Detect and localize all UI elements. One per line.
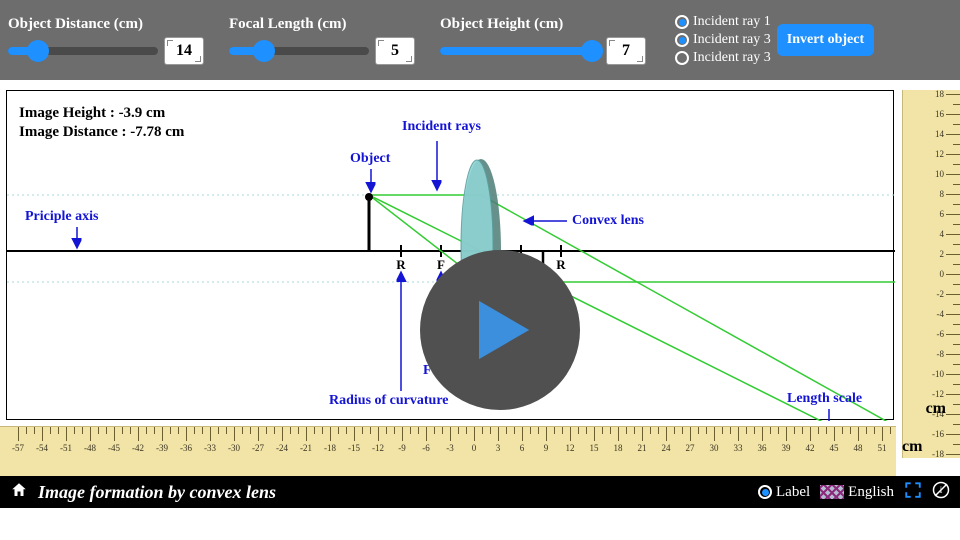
ray1-radio[interactable] xyxy=(675,15,689,29)
fullscreen-icon[interactable] xyxy=(904,481,922,504)
object-height-slider[interactable] xyxy=(440,47,600,55)
object-height-label: Object Height (cm) xyxy=(440,16,665,33)
uk-flag-icon xyxy=(820,485,844,499)
convex-lens-label: Convex lens xyxy=(572,213,644,229)
label-toggle-text: Label xyxy=(776,484,810,501)
footer-title: Image formation by convex lens xyxy=(38,482,748,503)
ray2-radio[interactable] xyxy=(675,33,689,47)
play-icon xyxy=(465,295,535,365)
length-scale-label: Length scale xyxy=(787,391,862,407)
focal-length-slider[interactable] xyxy=(229,47,369,55)
svg-text:i: i xyxy=(940,485,943,495)
object-distance-value[interactable]: 14 xyxy=(164,37,204,65)
ray1-label: Incident ray 1 xyxy=(693,14,771,30)
v-ruler-unit: cm xyxy=(926,400,946,418)
ray3-radio[interactable] xyxy=(675,51,689,65)
image-height-readout: Image Height : -3.9 cm xyxy=(19,105,184,122)
readout: Image Height : -3.9 cm Image Distance : … xyxy=(19,105,184,143)
object-height-group: Object Height (cm) 7 xyxy=(440,16,665,65)
F1-tick-label: F xyxy=(437,257,445,272)
label-toggle[interactable]: Label xyxy=(758,484,810,501)
radius-of-curvature-label: Radius of curvature xyxy=(329,393,449,409)
focal-length-value[interactable]: 5 xyxy=(375,37,415,65)
incident-rays-label: Incident rays xyxy=(402,119,481,135)
invert-object-button[interactable]: Invert object xyxy=(777,24,874,57)
incident-ray-options: Incident ray 1 Incident ray 3 Incident r… xyxy=(675,14,771,66)
control-bar: Object Distance (cm) 14 Focal Length (cm… xyxy=(0,0,960,80)
R2-tick-label: R xyxy=(556,257,566,272)
object-dot xyxy=(365,193,373,201)
play-button[interactable] xyxy=(420,250,580,410)
R1-tick-label: R xyxy=(396,257,406,272)
focal-length-label: Focal Length (cm) xyxy=(229,16,434,33)
h-ruler-unit: cm xyxy=(902,438,922,456)
language-text: English xyxy=(848,484,894,501)
object-distance-slider[interactable] xyxy=(8,47,158,55)
ray3-label: Incident ray 3 xyxy=(693,50,771,66)
principal-axis-label: Priciple axis xyxy=(25,209,99,225)
info-icon[interactable]: i xyxy=(932,481,950,504)
object-distance-label: Object Distance (cm) xyxy=(8,16,223,33)
object-height-value[interactable]: 7 xyxy=(606,37,646,65)
horizontal-ruler: -57-54-51-48-45-42-39-36-33-30-27-24-21-… xyxy=(0,426,896,476)
stage: R F F R Image Height : -3.9 cm Image Dis… xyxy=(0,80,960,508)
ray2-label: Incident ray 3 xyxy=(693,32,771,48)
object-label: Object xyxy=(350,151,390,167)
language-selector[interactable]: English xyxy=(820,484,894,501)
home-icon[interactable] xyxy=(10,481,28,504)
footer-bar: Image formation by convex lens Label Eng… xyxy=(0,476,960,508)
focal-length-group: Focal Length (cm) 5 xyxy=(229,16,434,65)
image-distance-readout: Image Distance : -7.78 cm xyxy=(19,124,184,141)
object-distance-group: Object Distance (cm) 14 xyxy=(8,16,223,65)
